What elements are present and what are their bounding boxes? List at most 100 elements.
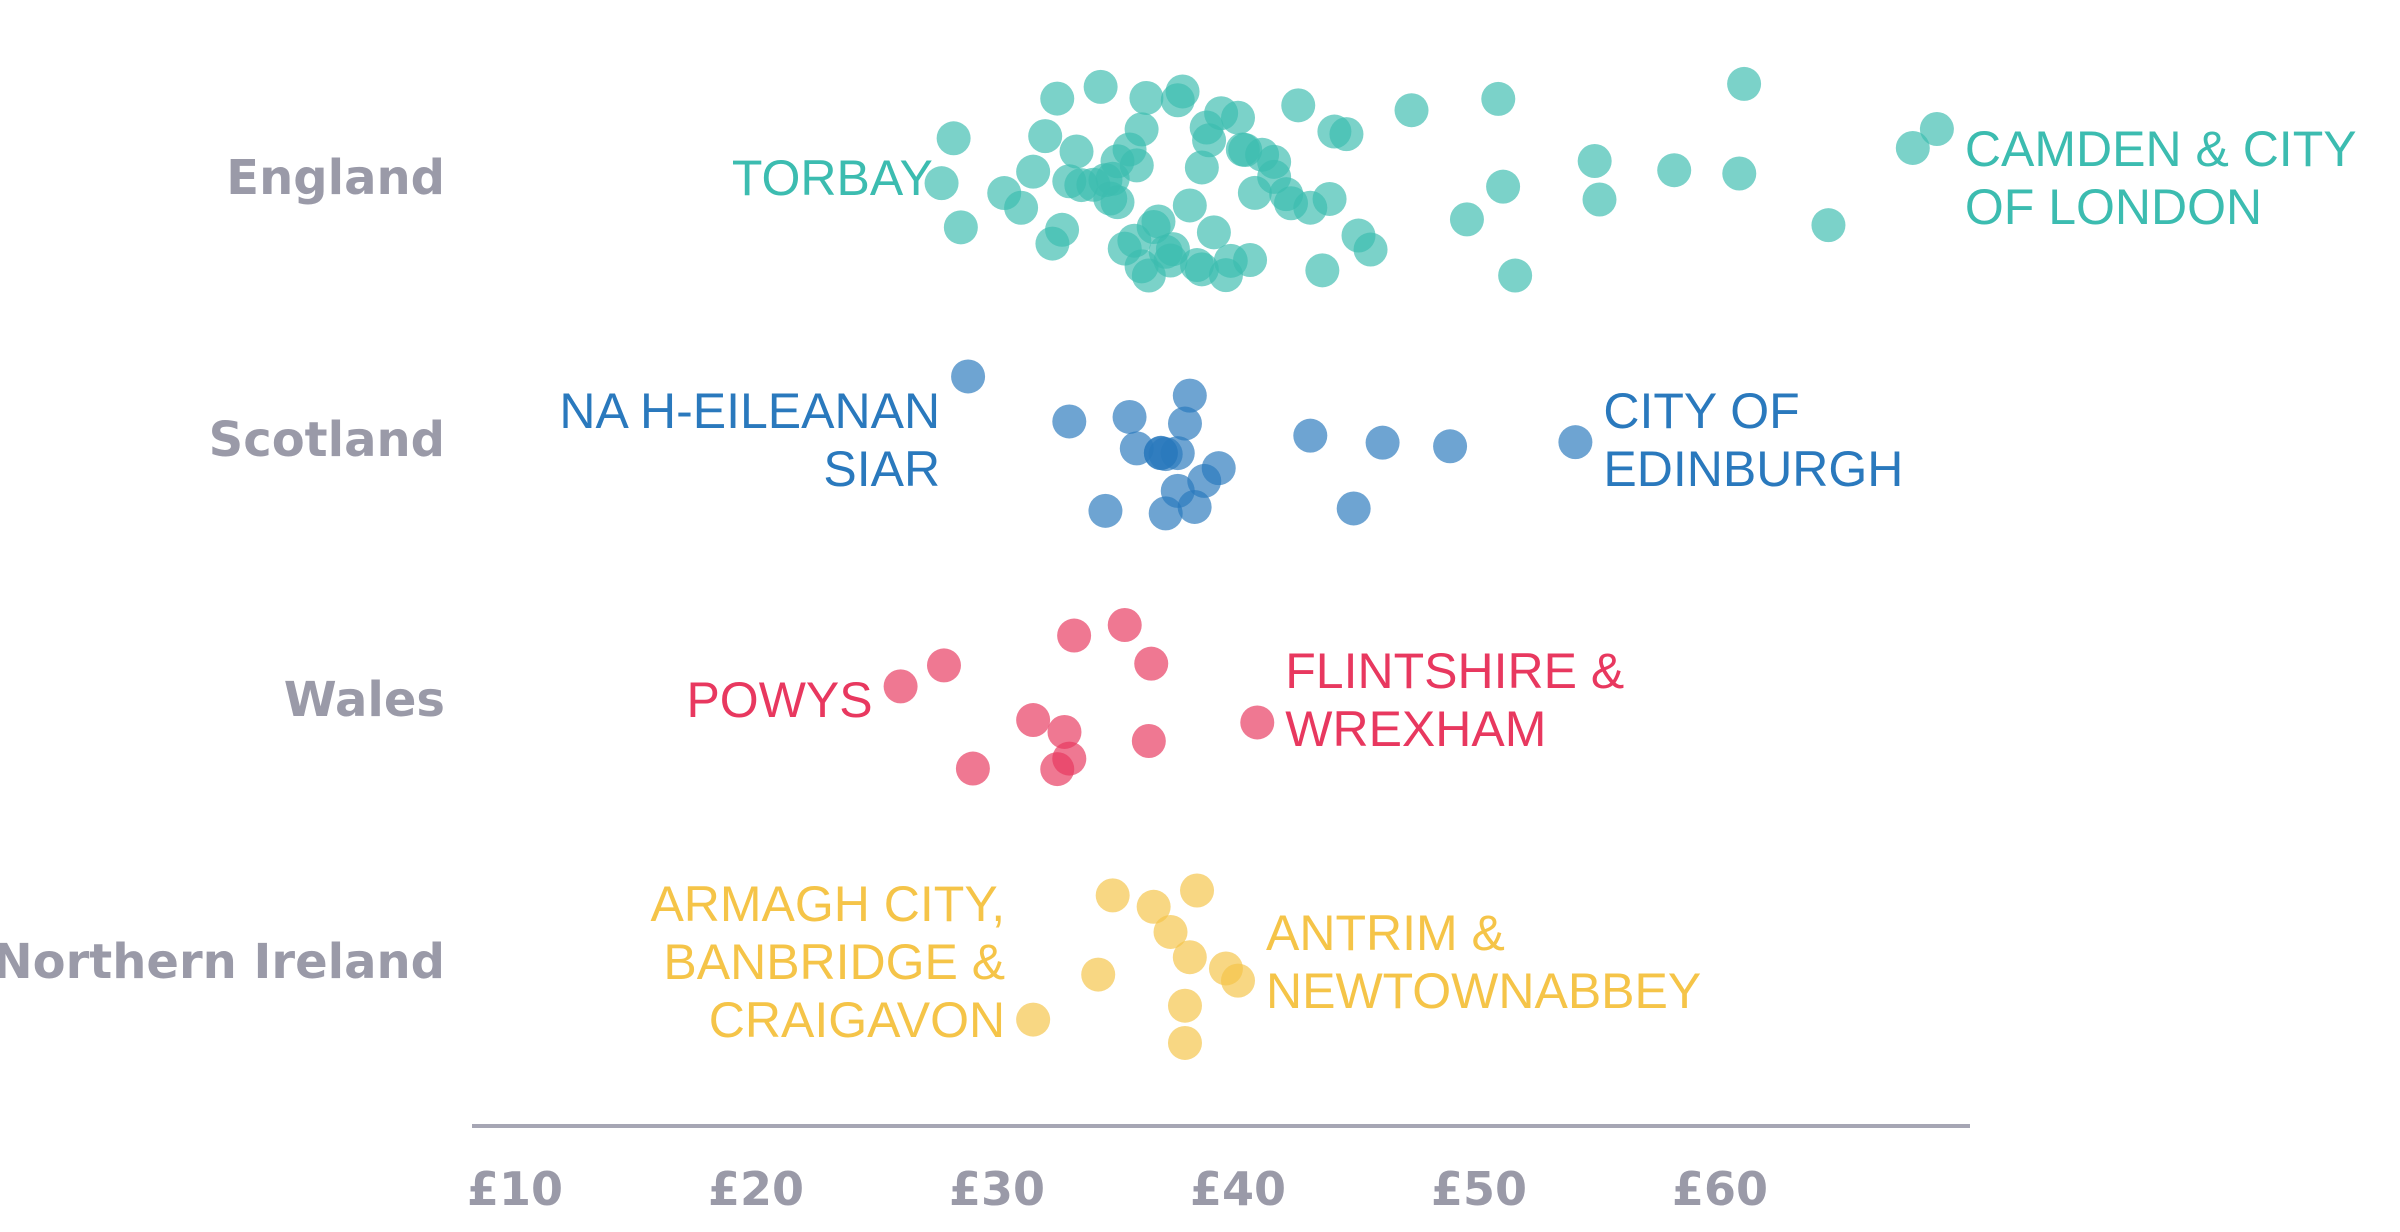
row-label-england: England <box>226 150 445 206</box>
annotation-flintshire-wrexham: FLINTSHIRE & WREXHAM <box>1285 643 1624 757</box>
point-england <box>1016 154 1051 189</box>
annotation-city-of-edinburgh: CITY OF EDINBURGH <box>1603 383 1903 497</box>
point-northern-ireland <box>1153 914 1188 949</box>
point-england <box>1045 212 1080 247</box>
x-axis-ticks: £10 £20 £30 £40 £50 £60 <box>467 1162 1768 1216</box>
x-tick-label-30: £30 <box>949 1162 1045 1216</box>
point-england <box>1257 159 1292 194</box>
point-england <box>1028 119 1063 154</box>
point-scotland <box>1167 406 1202 441</box>
annotation-powys: POWYS <box>686 672 872 728</box>
point-england <box>1040 81 1075 116</box>
point-england <box>1136 209 1171 244</box>
point-england <box>1095 161 1130 196</box>
point-england <box>1196 215 1231 250</box>
point-northern-ireland <box>1167 1025 1202 1060</box>
point-scotland <box>1148 496 1183 531</box>
point-england <box>1124 249 1159 284</box>
point-scotland <box>1433 429 1468 464</box>
point-england <box>1274 186 1309 221</box>
point-england <box>1192 123 1227 158</box>
point-scotland <box>1365 425 1400 460</box>
point-wales <box>1131 723 1166 758</box>
point-northern-ireland <box>1221 963 1255 998</box>
x-tick-label-50: £50 <box>1431 1162 1527 1216</box>
point-scotland <box>1112 399 1147 434</box>
point-england <box>1657 153 1692 188</box>
point-england <box>1124 112 1159 147</box>
point-england <box>1449 202 1484 237</box>
point-england <box>1004 190 1039 225</box>
row-labels: England Scotland Wales Northern Ireland <box>0 150 445 990</box>
point-wales <box>883 669 918 704</box>
point-england <box>943 210 978 245</box>
point-northern-ireland <box>1167 988 1202 1023</box>
point-northern-ireland <box>1081 957 1116 992</box>
point-england <box>1727 66 1762 101</box>
point-northern-ireland <box>1095 878 1130 913</box>
row-label-scotland: Scotland <box>209 412 445 468</box>
point-england <box>1281 88 1316 123</box>
point-england <box>1184 252 1219 287</box>
point-scotland <box>1160 436 1195 471</box>
point-scotland <box>1558 425 1593 460</box>
point-scotland <box>1201 451 1236 486</box>
annotation-na-h-eileanan-siar: NA H-EILEANAN SIAR <box>559 383 940 497</box>
x-tick-label-40: £40 <box>1190 1162 1286 1216</box>
point-wales <box>1047 714 1082 749</box>
point-england <box>1129 80 1164 115</box>
point-england <box>1481 81 1516 116</box>
point-wales <box>1134 646 1169 681</box>
point-england <box>1305 253 1340 288</box>
x-tick-label-20: £20 <box>708 1162 804 1216</box>
annotation-antrim-newtownabbey: ANTRIM & NEWTOWNABBEY <box>1266 905 1701 1019</box>
annotation-torbay: TORBAY <box>732 150 933 206</box>
point-wales <box>1240 705 1275 740</box>
point-scotland <box>1052 404 1087 439</box>
point-scotland <box>1172 378 1207 413</box>
point-northern-ireland <box>1180 873 1215 908</box>
point-england <box>924 166 959 201</box>
point-wales <box>1016 703 1051 738</box>
point-england <box>1394 93 1429 128</box>
annotation-armagh-city-banbridge-craigavon: ARMAGH CITY, BANBRIDGE & CRAIGAVON <box>650 876 1005 1048</box>
point-england <box>1486 169 1521 204</box>
point-england <box>1059 134 1094 169</box>
point-wales <box>955 751 990 786</box>
point-northern-ireland <box>1172 940 1207 975</box>
point-england <box>1722 156 1757 191</box>
point-england <box>1919 111 1954 146</box>
point-england <box>1577 143 1612 178</box>
point-england <box>936 121 971 156</box>
point-england <box>1172 188 1207 223</box>
point-northern-ireland <box>1136 889 1171 924</box>
point-wales <box>926 648 961 683</box>
annotation-camden-city-of-london: CAMDEN & CITY OF LONDON <box>1965 121 2357 235</box>
point-england <box>1184 150 1219 185</box>
point-england <box>1233 243 1268 278</box>
row-label-wales: Wales <box>284 672 445 728</box>
row-label-northern-ireland: Northern Ireland <box>0 934 445 990</box>
point-scotland <box>1088 493 1123 528</box>
point-england <box>1225 132 1260 167</box>
data-points <box>883 66 1954 1060</box>
point-england <box>1160 83 1195 118</box>
x-tick-label-10: £10 <box>467 1162 563 1216</box>
annotations: TORBAY CAMDEN & CITY OF LONDON NA H-EILEANA… <box>559 121 2356 1048</box>
point-england <box>1582 182 1617 217</box>
point-england <box>1221 100 1255 135</box>
point-northern-ireland <box>1016 1002 1051 1037</box>
point-wales <box>1052 741 1087 776</box>
point-england <box>1811 208 1846 243</box>
point-scotland <box>1336 491 1371 526</box>
point-scotland <box>951 359 986 394</box>
point-england <box>1329 117 1364 152</box>
point-england <box>1895 130 1930 165</box>
point-england <box>1153 243 1188 278</box>
x-tick-label-60: £60 <box>1672 1162 1768 1216</box>
point-wales <box>1057 618 1092 653</box>
point-england <box>1498 258 1533 293</box>
point-scotland <box>1293 418 1328 453</box>
point-england <box>1083 69 1118 104</box>
